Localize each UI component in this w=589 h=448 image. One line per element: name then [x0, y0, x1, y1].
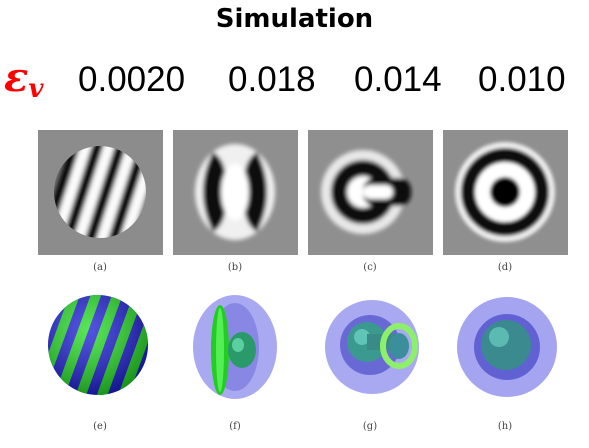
render-g-shell-with-ring	[325, 300, 419, 394]
panel-d-ring-pattern	[443, 130, 568, 255]
caption-b: (b)	[227, 262, 243, 273]
caption-d: (d)	[497, 262, 513, 273]
render-f-lobed-shell	[193, 295, 277, 399]
caption-c: (c)	[363, 262, 377, 273]
epsilon-value-c: 0.014	[354, 60, 442, 99]
figure-title: Simulation	[215, 4, 374, 34]
panel-a-stripe-pattern	[38, 130, 163, 255]
caption-f: (f)	[229, 421, 241, 432]
panel-c-horseshoe-pattern	[308, 130, 433, 255]
epsilon-value-d: 0.010	[478, 60, 566, 99]
epsilon-v-symbol: εv	[4, 54, 44, 104]
caption-g: (g)	[362, 421, 378, 432]
panel-b-lobes-pattern	[173, 130, 298, 255]
caption-e: (e)	[93, 421, 107, 432]
epsilon-value-a: 0.0020	[78, 60, 186, 99]
caption-a: (a)	[93, 262, 107, 273]
render-h-concentric-sphere	[457, 297, 557, 397]
epsilon-value-b: 0.018	[228, 60, 316, 99]
caption-h: (h)	[497, 421, 513, 432]
render-e-striped-sphere	[38, 286, 158, 404]
